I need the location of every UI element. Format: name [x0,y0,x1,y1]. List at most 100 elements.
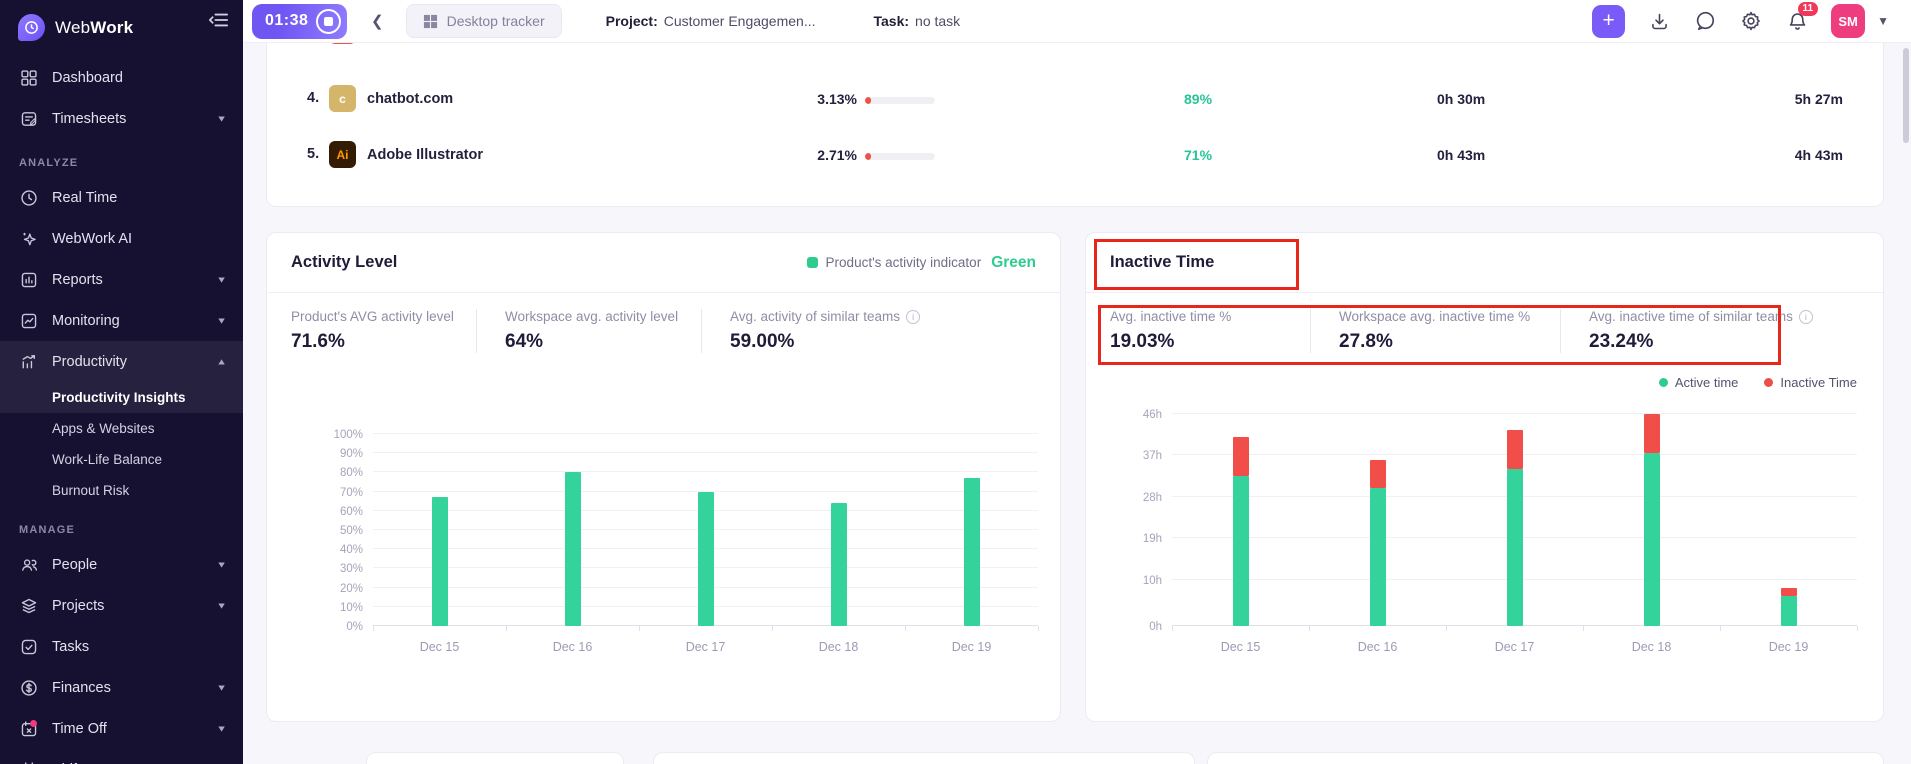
bar-dec-18[interactable] [1643,453,1660,626]
bar-dec-16[interactable] [1369,487,1386,626]
table-row[interactable]: 5. Ai Adobe Illustrator 2.71% 71% 0h 43m… [267,127,1883,183]
gridline [373,490,1038,492]
sidebar-subitem-apps-websites[interactable]: Apps & Websites [0,413,243,444]
apps-table-card: 100% 1h 20m 6h 1m 4. c chatbot.com 3.13%… [266,43,1884,207]
brand[interactable]: WebWork [0,0,243,51]
bar-dec-19[interactable] [1780,587,1797,597]
sidebar-item-projects[interactable]: Projects ▼ [0,585,243,626]
main-area: 01:38 ❮ Desktop tracker Project: Custome… [243,0,1911,764]
timer-widget[interactable]: 01:38 [252,3,347,39]
download-icon[interactable] [1647,9,1671,33]
sidebar-subitem-burnout-risk[interactable]: Burnout Risk [0,475,243,506]
people-icon [19,555,39,575]
gridline [1172,413,1857,414]
monitoring-icon [19,311,39,331]
stat: Avg. inactive time % 19.03% [1110,309,1310,353]
sidebar-item-monitoring[interactable]: Monitoring ▼ [0,300,243,341]
bar-dec-18[interactable] [830,503,847,626]
avatar[interactable]: SM [1831,4,1866,38]
time-spent: 0h 30m [1437,91,1486,107]
y-axis-tick-label: 10% [339,601,363,614]
timesheets-icon [19,109,39,129]
notification-badge: 11 [1797,2,1819,16]
sidebar-item-finances[interactable]: Finances ▼ [0,667,243,708]
sidebar-item-dashboard[interactable]: Dashboard [0,57,243,98]
sidebar-item-label: People [52,556,98,573]
stop-timer-button[interactable] [316,8,341,34]
sidebar-item-timesheets[interactable]: Timesheets ▼ [0,98,243,139]
partial-card [653,752,1195,764]
bar-dec-17[interactable] [1506,430,1523,470]
stat: Avg. inactive time of similar teams i 23.… [1560,309,1833,353]
y-axis-tick-label: 100% [333,429,363,441]
sidebar-item-label: Monitoring [52,312,120,329]
x-axis-label: Dec 16 [552,640,593,654]
gear-icon[interactable] [1739,9,1763,33]
sidebar-item-real-time[interactable]: Real Time [0,177,243,218]
topbar: 01:38 ❮ Desktop tracker Project: Custome… [243,0,1911,43]
sidebar-item-label: WebWork AI [52,230,133,247]
stat-value: 64% [505,331,544,352]
y-axis-tick-label: 37h [1142,450,1162,463]
scrollbar[interactable] [1903,48,1909,143]
sidebar-collapse-icon[interactable] [209,12,229,28]
chevron-left-icon[interactable]: ❮ [371,13,384,30]
bar-dec-17[interactable] [697,491,714,626]
green-square-icon [806,257,818,268]
sidebar-item-reports[interactable]: Reports ▼ [0,259,243,300]
inactive-card-header: Inactive Time [1086,233,1883,293]
bar-dec-15[interactable] [431,497,448,626]
rank: 5. [307,146,320,162]
stat-label: Avg. inactive time of similar teams [1589,309,1793,324]
dashboard-icon [19,68,39,88]
total-time: 5h 27m [1794,91,1843,107]
info-icon[interactable]: i [1798,309,1813,324]
green-dot-icon [1658,378,1668,387]
gridline [373,452,1038,454]
bar-dec-15[interactable] [1232,476,1249,626]
sidebar-item-people[interactable]: People ▼ [0,544,243,585]
app-favicon: c [329,85,356,112]
task-label: Task: [873,13,910,29]
bar-dec-19[interactable] [1780,596,1797,626]
share-progress-bar [865,97,935,104]
sidebar-subitem-work-life-balance[interactable]: Work-Life Balance [0,444,243,475]
inactive-chart: 0h 10h 19h 28h 37h 46h Dec 15 Dec 16 Dec 17 Dec 1… [1143,409,1858,654]
legend-label: Inactive Time [1780,375,1857,390]
bar-dec-19[interactable] [963,478,980,626]
sidebar-item-label: Dashboard [52,69,123,86]
project-selector[interactable]: Project: Customer Engagemen... [606,13,816,29]
chat-icon[interactable] [1693,9,1717,33]
add-button[interactable]: + [1592,4,1626,38]
bar-dec-18[interactable] [1643,414,1660,454]
sidebar-item-webwork-ai[interactable]: WebWork AI [0,218,243,259]
bar-dec-17[interactable] [1506,469,1523,626]
y-axis-tick-label: 90% [339,448,363,461]
chevron-down-icon[interactable]: ▼ [1877,14,1889,28]
table-row[interactable]: 4. c chatbot.com 3.13% 89% 0h 30m 5h 27m [267,71,1883,127]
sidebar-item-tasks[interactable]: Tasks [0,626,243,667]
bell-icon[interactable]: 11 [1785,2,1819,33]
sidebar-item-time-off[interactable]: Time Off ▼ [0,708,243,749]
brand-name: WebWork [55,17,134,37]
bar-dec-16[interactable] [564,472,581,626]
info-icon[interactable]: i [906,309,921,324]
app-favicon [329,43,356,44]
sidebar-item-productivity[interactable]: Productivity ▲ [0,341,243,382]
stat-label: Workspace avg. activity level [505,309,679,324]
x-axis-label: Dec 17 [1494,640,1535,654]
table-row-partial[interactable]: 100% 1h 20m 6h 1m [267,43,1883,59]
stat-label: Product's AVG activity level [291,309,454,324]
sidebar-nav: Dashboard Timesheets ▼ ANALYZE Real Time… [0,57,243,764]
task-selector[interactable]: Task: no task [874,13,961,29]
chevron-down-icon: ▼ [216,723,227,734]
legend-item-active[interactable]: Active time [1658,375,1738,390]
legend-item-inactive[interactable]: Inactive Time [1764,375,1857,390]
project-label: Project: [605,13,658,29]
bar-dec-16[interactable] [1369,460,1386,488]
sidebar-item-shifts[interactable]: Shifts [0,749,243,764]
desktop-tracker-button[interactable]: Desktop tracker [405,4,562,38]
bar-dec-15[interactable] [1232,437,1249,477]
sidebar-subitem-productivity-insights[interactable]: Productivity Insights [0,382,243,413]
